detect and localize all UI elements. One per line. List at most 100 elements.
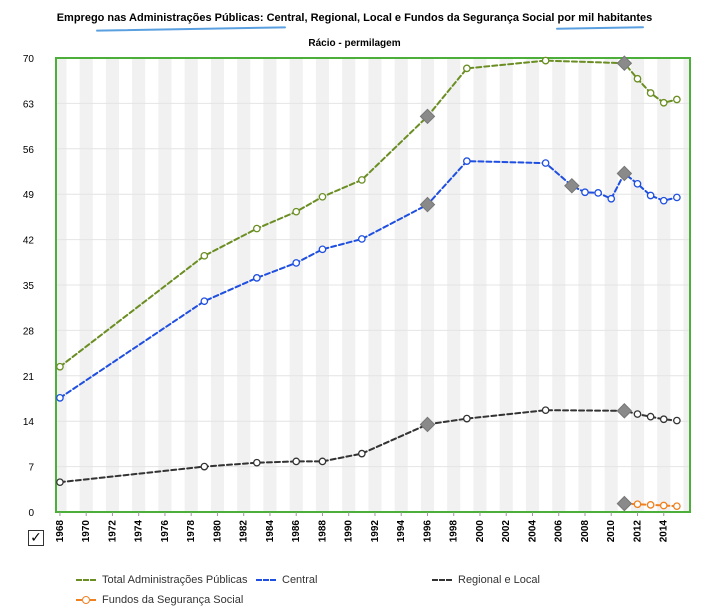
series-break-marker bbox=[616, 403, 633, 419]
x-tick-label: 1998 bbox=[449, 520, 460, 543]
series-break-marker bbox=[616, 165, 633, 182]
y-tick-label: 49 bbox=[23, 190, 35, 201]
series-point bbox=[659, 501, 668, 510]
series-point bbox=[541, 56, 550, 65]
y-tick-label: 28 bbox=[23, 326, 35, 337]
series-break-marker bbox=[419, 196, 436, 213]
chart-title: Emprego nas Administrações Públicas: Cen… bbox=[56, 12, 653, 24]
series-point bbox=[673, 193, 681, 202]
series-point bbox=[633, 500, 642, 509]
series-point bbox=[594, 189, 602, 197]
legend-item[interactable]: Total Administrações Públicas bbox=[76, 574, 248, 586]
series-break-marker bbox=[564, 177, 580, 194]
series-point bbox=[607, 194, 616, 203]
y-tick-label: 56 bbox=[23, 145, 35, 156]
y-tick-label: 35 bbox=[23, 281, 35, 292]
chart-subtitle: Rácio - permilagem bbox=[308, 38, 401, 49]
series-break-marker bbox=[419, 416, 436, 433]
series-point bbox=[200, 462, 209, 471]
y-tick-label: 42 bbox=[23, 236, 35, 247]
series-point bbox=[357, 449, 366, 458]
x-tick-label: 2004 bbox=[527, 520, 538, 543]
x-tick-label: 1982 bbox=[239, 520, 250, 543]
series-point bbox=[292, 259, 301, 267]
legend-marker bbox=[82, 596, 90, 604]
x-tick-label: 1984 bbox=[265, 520, 276, 543]
series-point bbox=[646, 191, 655, 200]
series-point bbox=[252, 224, 261, 233]
series-point bbox=[646, 412, 655, 421]
series-point bbox=[633, 179, 642, 188]
series-point bbox=[318, 192, 327, 201]
series-point bbox=[673, 95, 681, 104]
series-point bbox=[252, 458, 261, 467]
y-tick-label: 14 bbox=[23, 417, 35, 428]
y-tick-label: 70 bbox=[23, 54, 35, 65]
x-tick-label: 2014 bbox=[659, 520, 670, 543]
legend-item[interactable]: Regional e Local bbox=[432, 574, 540, 586]
x-tick-label: 2000 bbox=[475, 520, 486, 543]
checkbox[interactable]: ✓ bbox=[28, 530, 44, 546]
series-point bbox=[673, 502, 681, 511]
x-tick-label: 1978 bbox=[186, 520, 197, 543]
legend-item[interactable]: Central bbox=[256, 574, 317, 586]
x-tick-label: 2008 bbox=[580, 520, 591, 543]
x-tick-label: 1970 bbox=[81, 520, 92, 543]
series-point bbox=[318, 245, 327, 254]
x-tick-label: 1974 bbox=[134, 520, 145, 543]
series-point bbox=[200, 251, 209, 260]
series-point bbox=[673, 416, 681, 425]
x-tick-label: 2002 bbox=[501, 520, 512, 543]
x-tick-label: 1992 bbox=[370, 520, 381, 543]
y-tick-label: 21 bbox=[23, 372, 35, 383]
series-point bbox=[252, 274, 261, 282]
legend-swatch bbox=[76, 596, 96, 604]
series-point bbox=[463, 157, 471, 165]
x-tick-label: 1990 bbox=[344, 520, 355, 543]
plot-border bbox=[55, 57, 691, 513]
series-point bbox=[659, 415, 668, 424]
x-tick-label: 1988 bbox=[317, 520, 328, 543]
series-break-marker bbox=[616, 55, 633, 71]
series-point bbox=[646, 89, 655, 97]
x-tick-label: 2012 bbox=[632, 520, 643, 543]
series-point bbox=[56, 478, 64, 487]
series-point bbox=[633, 410, 642, 418]
series-point bbox=[292, 457, 301, 466]
series-break-marker bbox=[616, 495, 633, 512]
legend-label: Total Administrações Públicas bbox=[102, 574, 248, 586]
x-tick-label: 2006 bbox=[554, 520, 565, 543]
y-tick-label: 0 bbox=[28, 508, 34, 519]
y-tick-label: 7 bbox=[28, 463, 34, 474]
series-break-marker bbox=[419, 108, 436, 125]
series-point bbox=[56, 362, 64, 371]
x-tick-label: 1986 bbox=[291, 520, 302, 543]
series-point bbox=[357, 235, 366, 243]
legend-swatch bbox=[256, 579, 276, 581]
series-point bbox=[318, 457, 327, 466]
legend-label: Fundos da Segurança Social bbox=[102, 594, 244, 606]
legend-swatch bbox=[432, 579, 452, 581]
legend-swatch bbox=[76, 579, 96, 581]
x-tick-label: 1994 bbox=[396, 520, 407, 543]
series-point bbox=[292, 207, 301, 216]
series-point bbox=[463, 64, 471, 73]
series-point bbox=[56, 394, 64, 402]
y-tick-label: 63 bbox=[23, 99, 35, 110]
series-point bbox=[581, 188, 589, 197]
series-point bbox=[463, 414, 471, 423]
series-point bbox=[541, 159, 550, 167]
series-point bbox=[633, 74, 642, 83]
x-tick-label: 1968 bbox=[55, 520, 66, 543]
legend-label: Central bbox=[282, 574, 318, 586]
series-point bbox=[357, 176, 366, 184]
x-tick-label: 1976 bbox=[160, 520, 171, 543]
legend-item[interactable]: Fundos da Segurança Social bbox=[76, 594, 243, 606]
series-point bbox=[200, 297, 209, 306]
series-point bbox=[646, 501, 655, 509]
series-point bbox=[659, 98, 668, 107]
series-point bbox=[541, 406, 550, 415]
series-point bbox=[659, 196, 668, 205]
